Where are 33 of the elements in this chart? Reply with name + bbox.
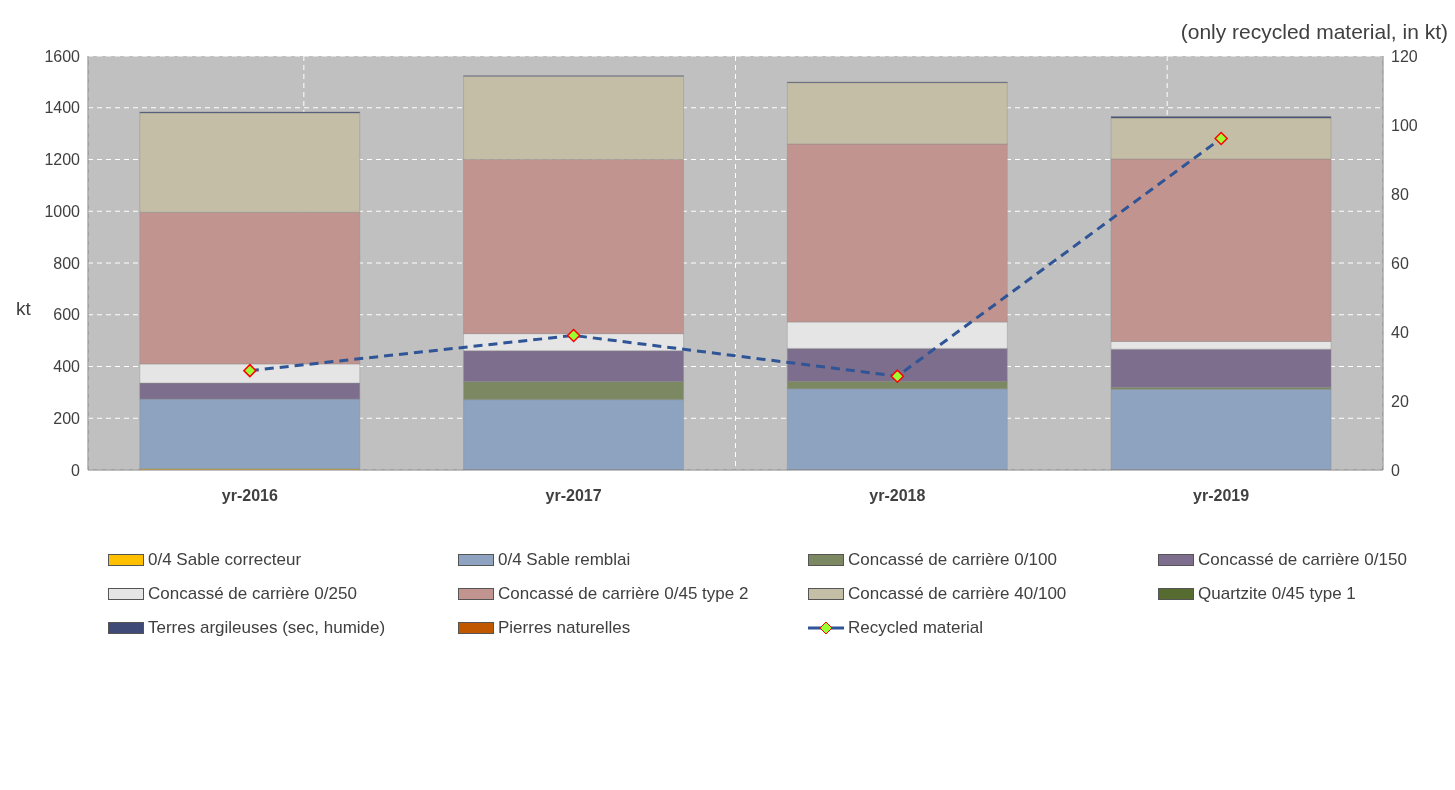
x-tick-label: yr-2019 bbox=[1193, 487, 1250, 505]
y2-tick-label: 60 bbox=[1391, 254, 1409, 272]
y-tick-label: 1000 bbox=[44, 202, 81, 220]
legend-label: Concassé de carrière 40/100 bbox=[848, 584, 1067, 604]
x-tick-label: yr-2018 bbox=[869, 487, 926, 505]
y2-tick-label: 80 bbox=[1391, 185, 1409, 203]
y-tick-label: 400 bbox=[53, 358, 81, 376]
legend-label: Concassé de carrière 0/100 bbox=[848, 550, 1057, 570]
legend-label: Recycled material bbox=[848, 618, 984, 638]
legend-label: Concassé de carrière 0/45 type 2 bbox=[498, 584, 749, 604]
y-tick-label: 1200 bbox=[44, 151, 81, 169]
x-tick-label: yr-2016 bbox=[221, 487, 278, 505]
legend-label: Concassé de carrière 0/150 bbox=[1198, 550, 1407, 570]
y-tick-label: 600 bbox=[53, 306, 81, 324]
y-tick-label: 200 bbox=[53, 409, 81, 427]
y2-tick-label: 0 bbox=[1391, 461, 1400, 479]
y-tick-label: 1400 bbox=[44, 99, 81, 117]
legend-label: Pierres naturelles bbox=[498, 618, 631, 638]
legend-label: 0/4 Sable correcteur bbox=[148, 550, 302, 570]
y2-tick-label: 20 bbox=[1391, 392, 1409, 410]
y-axis-title: kt bbox=[16, 298, 31, 320]
legend-label: Concassé de carrière 0/250 bbox=[148, 584, 357, 604]
y2-tick-label: 120 bbox=[1391, 47, 1418, 65]
legend-label: 0/4 Sable remblai bbox=[498, 550, 631, 570]
y2-tick-label: 40 bbox=[1391, 323, 1409, 341]
legend-label: Terres argileuses (sec, humide) bbox=[148, 618, 386, 638]
y-tick-label: 0 bbox=[71, 461, 81, 479]
y-tick-label: 800 bbox=[53, 254, 81, 272]
x-tick-label: yr-2017 bbox=[545, 487, 602, 505]
legend-label: Quartzite 0/45 type 1 bbox=[1198, 584, 1356, 604]
y2-tick-label: 100 bbox=[1391, 116, 1418, 134]
y-tick-label: 1600 bbox=[44, 47, 81, 65]
y2-axis-title: (only recycled material, in kt) bbox=[1180, 20, 1448, 44]
